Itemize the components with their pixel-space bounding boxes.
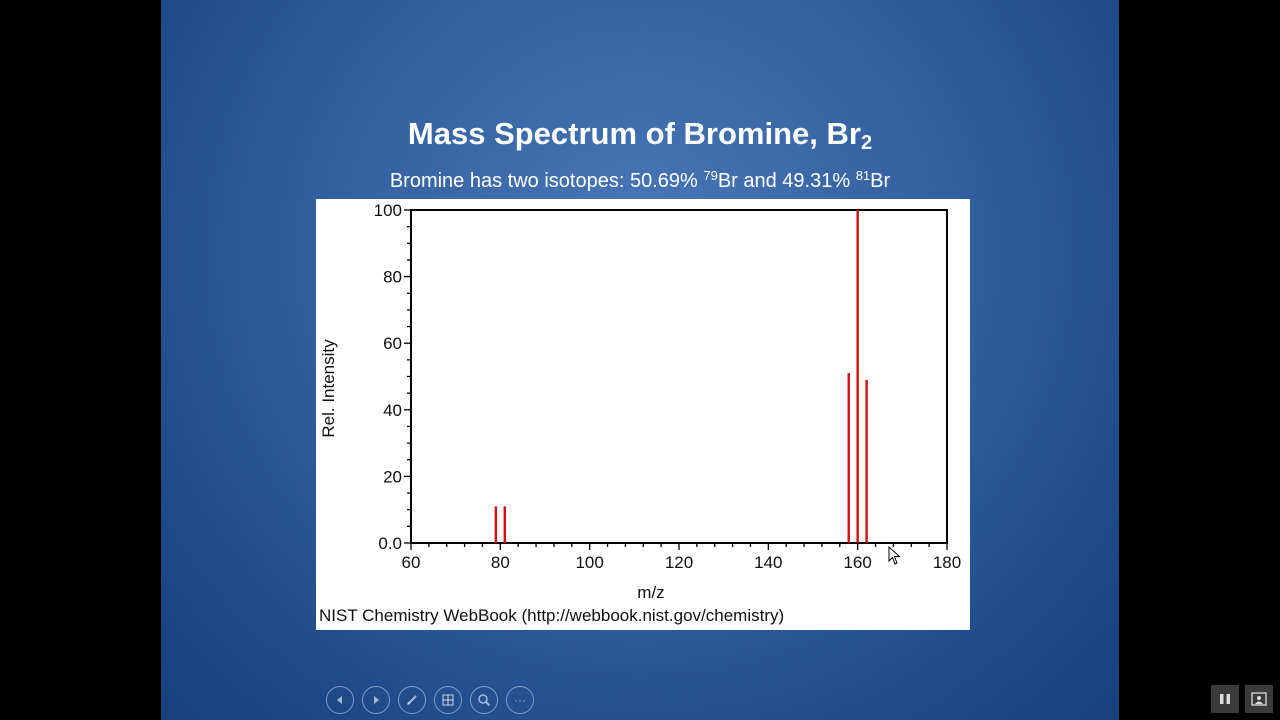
subtitle-mid: Br and 49.31%	[717, 170, 856, 192]
zoom-icon[interactable]	[470, 686, 498, 714]
subtitle-suffix: Br	[870, 170, 891, 192]
presenter-view-icon[interactable]	[1245, 685, 1273, 713]
y-tick-label: 20	[383, 467, 402, 486]
isotope-mass-79: 79	[703, 168, 718, 183]
x-tick-label: 160	[843, 553, 871, 572]
previous-icon[interactable]	[326, 686, 354, 714]
slide-title: Mass Spectrum of Bromine, Br2	[161, 116, 1119, 154]
x-axis-label: m/z	[637, 583, 664, 602]
pause-icon[interactable]	[1211, 685, 1239, 713]
title-main: Mass Spectrum of Bromine, Br	[407, 116, 861, 151]
next-icon[interactable]	[362, 686, 390, 714]
slide: Mass Spectrum of Bromine, Br2 Bromine ha…	[161, 0, 1119, 720]
x-tick-label: 60	[402, 553, 421, 572]
y-tick-label: 100	[374, 201, 402, 220]
y-tick-label: 60	[383, 334, 402, 353]
title-subscript: 2	[860, 132, 873, 154]
x-tick-label: 100	[575, 553, 603, 572]
slideshow-controls: ···	[326, 686, 534, 716]
mass-spectrum-chart: 60 80 100 120 140 160 180 0.0 20 40 60 80 100 m/z Rel.…	[319, 201, 961, 602]
x-tick-label: 120	[665, 553, 693, 572]
x-tick-label: 80	[491, 553, 510, 572]
presenter-controls	[1211, 685, 1273, 713]
y-tick-label: 80	[383, 268, 402, 287]
y-axis-label: Rel. Intensity	[319, 339, 338, 438]
slides-icon[interactable]	[434, 686, 462, 714]
y-tick-label: 0.0	[378, 534, 402, 553]
y-tick-label: 40	[383, 401, 402, 420]
more-label: ···	[514, 693, 526, 707]
chart-credit: NIST Chemistry WebBook (http://webbook.n…	[319, 606, 785, 625]
slide-subtitle: Bromine has two isotopes: 50.69% 79Br an…	[161, 168, 1119, 193]
chart-panel: 60 80 100 120 140 160 180 0.0 20 40 60 80 100 m/z Rel.…	[316, 199, 970, 630]
subtitle-prefix: Bromine has two isotopes: 50.69%	[389, 170, 704, 192]
more-icon[interactable]: ···	[506, 686, 534, 714]
x-tick-label: 140	[754, 553, 782, 572]
pen-icon[interactable]	[398, 686, 426, 714]
mouse-cursor-icon	[888, 546, 901, 565]
x-tick-label: 180	[933, 553, 961, 572]
isotope-mass-81: 81	[855, 168, 871, 183]
